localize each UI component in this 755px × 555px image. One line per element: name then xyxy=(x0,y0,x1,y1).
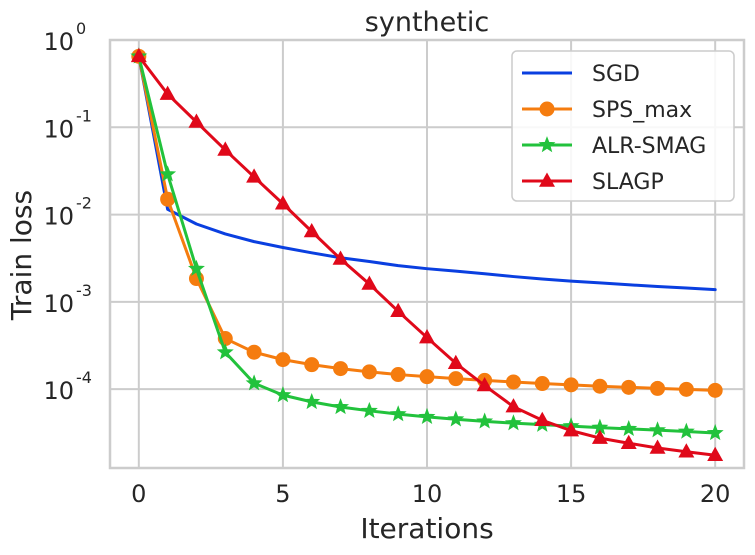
x-tick-label: 10 xyxy=(412,480,443,508)
y-tick-label: 10 xyxy=(43,203,74,231)
x-axis-label: Iterations xyxy=(360,512,493,545)
legend-label-sgd: SGD xyxy=(592,62,640,87)
data-point-slagp xyxy=(274,195,291,210)
y-tick-exponent: -3 xyxy=(76,281,92,300)
data-point-sps-max xyxy=(361,364,377,380)
data-point-sps-max xyxy=(707,382,723,398)
data-point-slagp xyxy=(476,377,493,392)
series-alr-smag xyxy=(130,47,724,441)
data-point-alr-smag xyxy=(332,398,350,415)
data-point-slagp xyxy=(678,443,695,458)
data-point-slagp xyxy=(534,411,551,427)
data-point-sps-max xyxy=(304,357,320,373)
data-point-sps-max xyxy=(246,344,262,360)
legend-marker-alr-smag xyxy=(538,136,556,153)
data-point-slagp xyxy=(591,429,608,444)
data-point-sps-max xyxy=(650,380,666,396)
chart-title: synthetic xyxy=(365,7,489,38)
y-tick-label: 10 xyxy=(43,115,74,143)
series-sps-max xyxy=(131,48,723,398)
series-line-sgd xyxy=(137,54,717,292)
data-point-slagp xyxy=(246,168,263,183)
plot-frame xyxy=(108,38,746,470)
data-point-slagp xyxy=(649,439,666,454)
series-slagp xyxy=(130,47,724,461)
data-point-alr-smag xyxy=(303,392,321,410)
data-point-sps-max xyxy=(534,376,550,392)
data-point-slagp xyxy=(361,275,378,290)
y-tick-exponent: 0 xyxy=(76,19,86,38)
y-tick-label: 10 xyxy=(43,290,74,318)
data-point-alr-smag xyxy=(418,407,436,425)
data-point-alr-smag xyxy=(447,410,465,427)
data-point-alr-smag xyxy=(476,412,494,429)
data-point-slagp xyxy=(447,354,464,370)
x-tick-label: 20 xyxy=(700,480,731,508)
series-sgd xyxy=(137,54,717,292)
y-axis-label: Train loss xyxy=(5,190,38,321)
data-point-alr-smag xyxy=(159,165,177,182)
data-point-alr-smag xyxy=(706,424,724,441)
y-tick-exponent: -2 xyxy=(76,194,92,213)
y-tick-exponent: -4 xyxy=(76,368,92,387)
legend-label-alr-smag: ALR-SMAG xyxy=(592,134,706,159)
data-point-slagp xyxy=(303,222,320,238)
data-point-slagp xyxy=(563,422,580,437)
data-point-sps-max xyxy=(333,361,349,377)
data-point-sps-max xyxy=(592,378,608,394)
x-tick-label: 5 xyxy=(275,480,290,508)
legend-item-sgd: SGD xyxy=(522,62,640,87)
data-point-sps-max xyxy=(505,374,521,390)
y-tick-exponent: -1 xyxy=(76,106,92,125)
data-point-slagp xyxy=(390,302,407,318)
data-point-sps-max xyxy=(678,381,694,397)
y-tick-label: 10 xyxy=(43,377,74,405)
data-point-slagp xyxy=(419,329,435,344)
y-tick-label: 10 xyxy=(43,28,74,56)
data-point-slagp xyxy=(620,434,637,450)
legend-box xyxy=(511,50,735,202)
legend-item-alr-smag: ALR-SMAG xyxy=(522,134,706,159)
x-tick-label: 15 xyxy=(556,480,587,508)
data-point-sps-max xyxy=(390,367,406,383)
data-point-sps-max xyxy=(419,369,435,385)
data-point-slagp xyxy=(130,47,147,63)
legend-item-slagp: SLAGP xyxy=(522,170,664,195)
data-point-sps-max xyxy=(275,352,291,368)
data-point-slagp xyxy=(505,398,522,413)
data-point-alr-smag xyxy=(389,405,407,422)
data-point-alr-smag xyxy=(620,419,638,437)
data-point-alr-smag xyxy=(504,414,522,431)
data-point-sps-max xyxy=(621,379,637,395)
data-point-alr-smag xyxy=(677,422,695,439)
legend-marker-slagp xyxy=(539,172,555,187)
data-point-sps-max xyxy=(563,377,579,393)
data-point-sps-max xyxy=(448,371,464,387)
data-point-slagp xyxy=(707,446,724,461)
data-point-slagp xyxy=(159,85,176,100)
data-point-alr-smag xyxy=(245,374,263,391)
data-point-alr-smag xyxy=(649,421,667,438)
data-point-alr-smag xyxy=(187,259,205,276)
data-point-slagp xyxy=(332,250,349,265)
legend-item-sps-max: SPS_max xyxy=(522,98,692,123)
legend-label-slagp: SLAGP xyxy=(592,170,664,195)
data-point-alr-smag xyxy=(216,343,234,360)
x-axis-ticks: 0 5 10 15 20 xyxy=(131,480,730,508)
series-layer xyxy=(130,47,724,461)
legend-marker-sps-max xyxy=(539,101,555,117)
data-point-slagp xyxy=(217,141,234,156)
data-point-alr-smag xyxy=(274,386,292,403)
data-point-slagp xyxy=(188,113,205,128)
x-tick-label: 0 xyxy=(131,480,146,508)
legend: SGD SPS_max ALR-SMAG SLAGP xyxy=(511,50,735,202)
data-point-alr-smag xyxy=(360,401,378,419)
legend-label-sps-max: SPS_max xyxy=(592,98,692,123)
